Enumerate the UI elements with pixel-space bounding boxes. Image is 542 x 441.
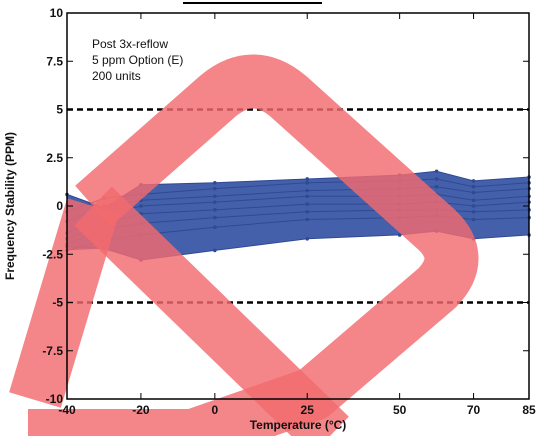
x-tick-label: -20 xyxy=(132,403,150,417)
curve-point xyxy=(213,225,217,230)
curve-point xyxy=(305,188,310,193)
curve-point xyxy=(471,190,476,195)
curve-point xyxy=(213,248,217,253)
curve-point xyxy=(213,181,217,185)
curve-point xyxy=(213,186,217,191)
curve-point xyxy=(434,169,439,174)
curve-point xyxy=(305,181,310,185)
curve-point xyxy=(305,194,310,199)
curve-point xyxy=(434,184,439,189)
curve-point xyxy=(397,233,402,237)
y-tick-label: -2.5 xyxy=(42,247,63,261)
curve-point xyxy=(305,202,310,206)
curve-point xyxy=(471,217,476,222)
y-tick-label: 5 xyxy=(56,103,63,117)
y-tick-label: 2.5 xyxy=(46,151,63,165)
x-tick-label: 0 xyxy=(211,403,218,417)
curve-point xyxy=(305,217,310,222)
x-tick-label: 25 xyxy=(301,403,315,417)
curve-point xyxy=(213,208,217,212)
x-tick-label: 85 xyxy=(522,403,536,417)
x-tick-label: 70 xyxy=(467,403,481,417)
y-tick-label: 10 xyxy=(50,6,64,20)
y-tick-label: -7.5 xyxy=(42,344,63,358)
x-axis-label: Temperature (°C) xyxy=(250,418,347,432)
annotation-line-3: 200 units xyxy=(92,69,141,83)
x-axis: -40 -20 0 25 50 70 85 xyxy=(58,13,536,417)
curve-point xyxy=(305,237,310,241)
no-symbol-watermark xyxy=(9,54,479,441)
curve-point xyxy=(139,204,143,208)
watermark-ring-left xyxy=(9,198,119,408)
curve-point xyxy=(213,215,217,220)
annotation-line-1: Post 3x-reflow xyxy=(92,37,168,51)
curve-point xyxy=(305,177,310,181)
curve-point xyxy=(471,198,476,203)
curve-point xyxy=(434,177,439,181)
curve-point xyxy=(471,209,476,214)
curve-point xyxy=(213,200,217,204)
curve-point xyxy=(305,209,310,214)
y-axis-label: Frequency Stability (PPM) xyxy=(3,132,17,280)
curve-point xyxy=(471,184,476,189)
annotation-line-2: 5 ppm Option (E) xyxy=(92,53,183,67)
watermark-bar xyxy=(74,186,349,441)
x-tick-label: 50 xyxy=(393,403,407,417)
watermark-ring xyxy=(28,54,479,441)
y-tick-label: -10 xyxy=(46,392,64,406)
y-tick-label: 7.5 xyxy=(46,54,63,68)
curve-point xyxy=(471,204,476,208)
x-tick-label: -40 xyxy=(58,403,76,417)
y-tick-label: -5 xyxy=(52,296,63,310)
y-tick-label: 0 xyxy=(56,199,63,213)
y-axis: 10 7.5 5 2.5 0 -2.5 -5 -7.5 -10 xyxy=(42,6,529,406)
curve-point xyxy=(471,179,476,183)
curve-point xyxy=(213,194,217,199)
